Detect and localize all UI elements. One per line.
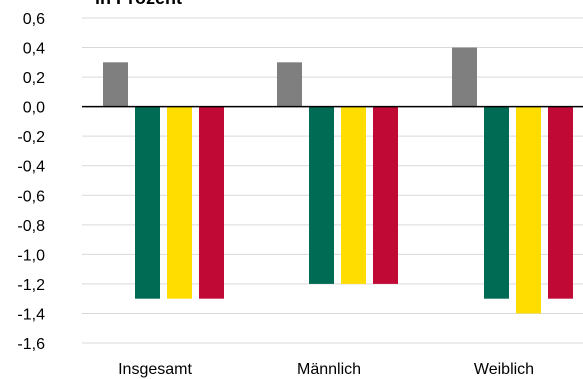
y-tick-label: 0,4 — [23, 41, 45, 58]
bar — [452, 47, 477, 107]
bar — [516, 106, 541, 314]
y-tick-label: -0,2 — [17, 129, 45, 146]
bar — [341, 106, 366, 284]
y-tick-label: 0,0 — [23, 100, 45, 117]
bar — [277, 62, 302, 107]
y-tick-label: -0,8 — [17, 218, 45, 235]
y-tick-label: -0,4 — [17, 159, 45, 176]
bar-series-group — [103, 47, 573, 314]
x-tick-label: Insgesamt — [118, 361, 192, 378]
y-tick-label: -1,6 — [17, 336, 45, 353]
y-tick-label: 0,2 — [23, 70, 45, 87]
bar — [309, 106, 334, 284]
y-tick-label: -1,2 — [17, 277, 45, 294]
x-axis-category-labels: Insgesamt Männlich Weiblich — [118, 361, 534, 378]
x-tick-label: Männlich — [297, 361, 361, 378]
y-tick-label: -1,0 — [17, 247, 45, 264]
bar — [103, 62, 128, 107]
bar — [548, 106, 573, 299]
y-tick-label: -0,6 — [17, 188, 45, 205]
bar — [484, 106, 509, 299]
chart-title: in Prozent — [95, 0, 182, 8]
y-axis-tick-labels: 0,6 0,4 0,2 0,0 -0,2 -0,4 -0,6 -0,8 -1,0 -1,2 -1,4… — [17, 11, 45, 353]
bar — [199, 106, 224, 299]
bar — [373, 106, 398, 284]
x-tick-label: Weiblich — [474, 361, 534, 378]
bar — [167, 106, 192, 299]
bar — [135, 106, 160, 299]
y-tick-label: 0,6 — [23, 11, 45, 28]
y-tick-label: -1,4 — [17, 306, 45, 323]
